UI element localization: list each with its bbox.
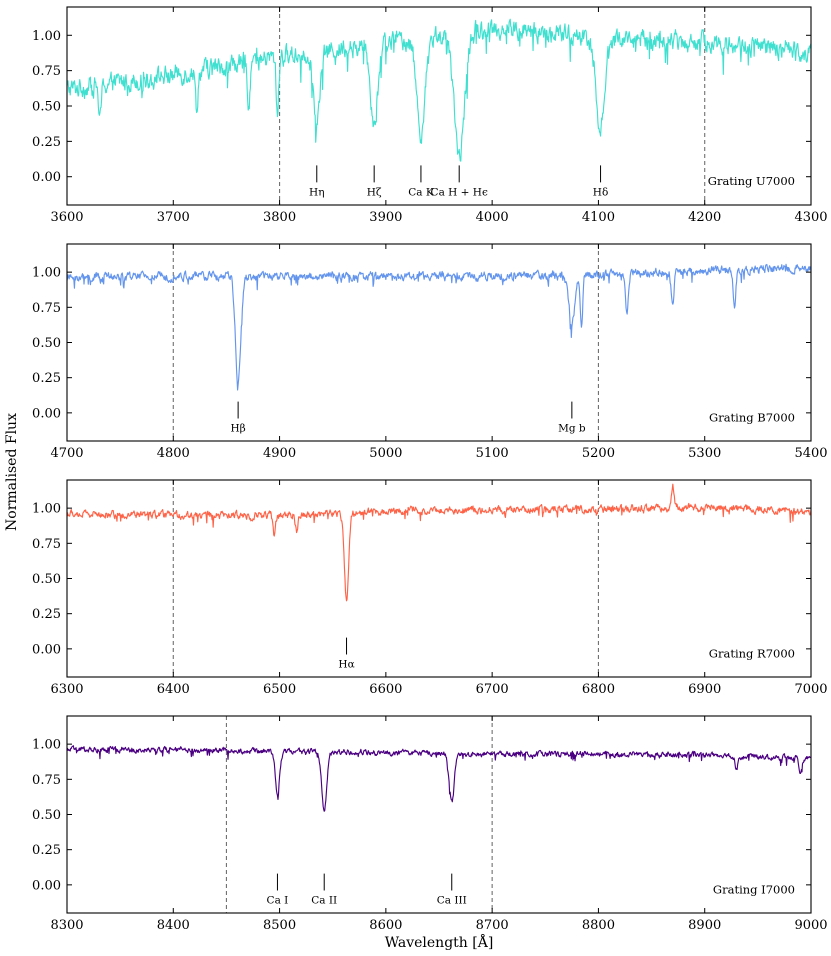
y-tick-label: 1.00 [32, 29, 61, 44]
grating-label: Grating U7000 [708, 174, 795, 188]
x-tick-label: 6400 [157, 682, 190, 697]
panel-1: Hη Hζ Ca KCa H + Hϵ Hδ Grating U7000 3600 3700… [32, 6, 828, 225]
y-tick-label: 0.75 [32, 773, 61, 788]
x-tick-label: 9000 [794, 918, 827, 933]
y-tick-label: 0.00 [32, 406, 61, 421]
y-axis-title: Normalised Flux [4, 413, 20, 531]
y-tick-label: 1.00 [32, 266, 61, 281]
y-tick-label: 0.50 [32, 572, 61, 587]
x-tick-label: 8300 [50, 918, 83, 933]
grating-label: Grating R7000 [709, 646, 795, 660]
grating-label: Grating I7000 [713, 882, 795, 896]
axes-frame [66, 715, 812, 914]
line-label: Ca H + Hϵ [431, 186, 488, 198]
x-tick-label: 3600 [50, 210, 83, 225]
y-tick-label: 0.25 [32, 371, 61, 386]
x-tick-label: 5300 [688, 446, 721, 461]
line-label: Hβ [231, 422, 246, 434]
y-tick-label: 0.25 [32, 843, 61, 858]
axes-frame [66, 479, 812, 678]
x-tick-label: 4300 [794, 210, 827, 225]
x-tick-label: 4800 [157, 446, 190, 461]
x-tick-label: 3900 [369, 210, 402, 225]
y-tick-label: 0.00 [32, 170, 61, 185]
y-tick-label: 0.75 [32, 301, 61, 316]
y-tick-label: 0.25 [32, 607, 61, 622]
spectrum-line [67, 263, 811, 391]
y-tick-label: 0.75 [32, 537, 61, 552]
x-tick-label: 5200 [582, 446, 615, 461]
line-label: Ca III [437, 894, 467, 906]
y-tick-label: 0.50 [32, 808, 61, 823]
y-tick-label: 1.00 [32, 502, 61, 517]
x-tick-label: 7000 [794, 682, 827, 697]
line-label: Hη [309, 186, 324, 198]
y-tick-label: 0.00 [32, 642, 61, 657]
spectrum-line [67, 483, 811, 602]
x-tick-label: 6300 [50, 682, 83, 697]
panel-2: Hβ Mg b Grating B7000 4700 4800 4900 5000 5100 5… [32, 243, 828, 461]
x-tick-label: 4700 [50, 446, 83, 461]
line-label: Mg b [558, 422, 586, 434]
x-tick-label: 4000 [476, 210, 509, 225]
line-label: Ca K [408, 186, 434, 198]
x-tick-label: 8600 [369, 918, 402, 933]
x-tick-label: 6900 [688, 682, 721, 697]
x-tick-label: 8400 [157, 918, 190, 933]
x-tick-label: 6600 [369, 682, 402, 697]
x-tick-label: 3800 [263, 210, 296, 225]
x-tick-label: 4200 [688, 210, 721, 225]
spectrum-line [67, 745, 811, 812]
spectrum-line [67, 18, 811, 162]
x-tick-label: 4100 [582, 210, 615, 225]
x-tick-label: 5100 [476, 446, 509, 461]
x-tick-label: 8800 [582, 918, 615, 933]
y-tick-label: 0.25 [32, 135, 61, 150]
panel-3: Hα Grating R7000 6300 6400 6500 6600 6700 6800 6… [32, 479, 828, 697]
x-tick-label: 8500 [263, 918, 296, 933]
line-label: Hζ [367, 186, 382, 198]
line-label: Hα [338, 658, 354, 670]
x-tick-label: 3700 [157, 210, 190, 225]
x-axis-title: Wavelength [Å] [385, 933, 494, 951]
x-tick-label: 6700 [476, 682, 509, 697]
grating-label: Grating B7000 [709, 410, 795, 424]
x-tick-label: 6800 [582, 682, 615, 697]
line-label: Ca II [311, 894, 337, 906]
line-label: Hδ [593, 186, 608, 198]
y-tick-label: 0.50 [32, 336, 61, 351]
line-label: Ca I [267, 894, 289, 906]
y-tick-label: 1.00 [32, 738, 61, 753]
panel-4: Ca I Ca II Ca III Grating I7000 8300 8400 8500… [32, 715, 828, 933]
x-tick-label: 8900 [688, 918, 721, 933]
y-tick-label: 0.75 [32, 64, 61, 79]
y-tick-label: 0.00 [32, 878, 61, 893]
x-tick-label: 6500 [263, 682, 296, 697]
x-tick-label: 5000 [369, 446, 402, 461]
x-tick-label: 4900 [263, 446, 296, 461]
y-tick-label: 0.50 [32, 100, 61, 115]
x-tick-label: 8700 [476, 918, 509, 933]
x-tick-label: 5400 [794, 446, 827, 461]
